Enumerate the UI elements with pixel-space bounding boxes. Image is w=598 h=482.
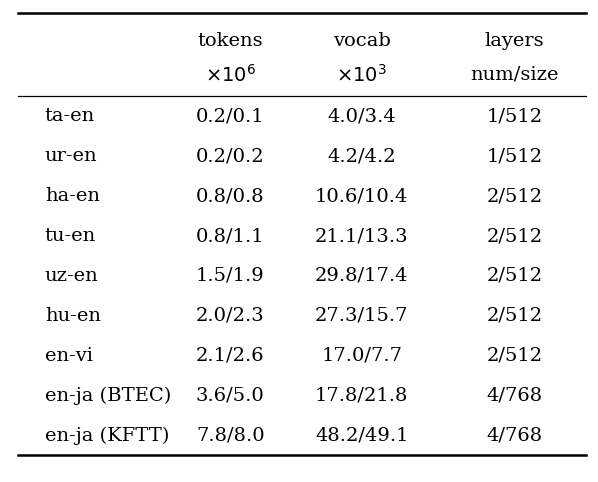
Text: tu-en: tu-en xyxy=(45,227,96,245)
Text: num/size: num/size xyxy=(470,66,559,84)
Text: $\times10^3$: $\times10^3$ xyxy=(336,64,388,86)
Text: uz-en: uz-en xyxy=(45,267,99,285)
Text: 2.0/2.3: 2.0/2.3 xyxy=(196,307,264,325)
Text: 4/768: 4/768 xyxy=(486,387,542,405)
Text: 27.3/15.7: 27.3/15.7 xyxy=(315,307,408,325)
Text: ta-en: ta-en xyxy=(45,107,95,125)
Text: 3.6/5.0: 3.6/5.0 xyxy=(196,387,264,405)
Text: en-ja (KFTT): en-ja (KFTT) xyxy=(45,427,169,445)
Text: 21.1/13.3: 21.1/13.3 xyxy=(315,227,408,245)
Text: layers: layers xyxy=(484,32,544,50)
Text: ha-en: ha-en xyxy=(45,187,100,205)
Text: 7.8/8.0: 7.8/8.0 xyxy=(196,427,264,444)
Text: tokens: tokens xyxy=(197,32,263,50)
Text: 2/512: 2/512 xyxy=(486,187,542,205)
Text: 2/512: 2/512 xyxy=(486,227,542,245)
Text: hu-en: hu-en xyxy=(45,307,101,325)
Text: 29.8/17.4: 29.8/17.4 xyxy=(315,267,408,285)
Text: $\times10^6$: $\times10^6$ xyxy=(205,64,256,86)
Text: 4.2/4.2: 4.2/4.2 xyxy=(328,147,396,165)
Text: 1.5/1.9: 1.5/1.9 xyxy=(196,267,264,285)
Text: ur-en: ur-en xyxy=(45,147,97,165)
Text: 0.8/0.8: 0.8/0.8 xyxy=(196,187,264,205)
Text: 2.1/2.6: 2.1/2.6 xyxy=(196,347,264,365)
Text: 2/512: 2/512 xyxy=(486,307,542,325)
Text: 0.2/0.2: 0.2/0.2 xyxy=(196,147,264,165)
Text: 4.0/3.4: 4.0/3.4 xyxy=(328,107,396,125)
Text: 17.0/7.7: 17.0/7.7 xyxy=(321,347,402,365)
Text: 1/512: 1/512 xyxy=(486,107,542,125)
Text: 10.6/10.4: 10.6/10.4 xyxy=(315,187,408,205)
Text: en-vi: en-vi xyxy=(45,347,93,365)
Text: 2/512: 2/512 xyxy=(486,267,542,285)
Text: 2/512: 2/512 xyxy=(486,347,542,365)
Text: 0.2/0.1: 0.2/0.1 xyxy=(196,107,264,125)
Text: 17.8/21.8: 17.8/21.8 xyxy=(315,387,408,405)
Text: 48.2/49.1: 48.2/49.1 xyxy=(315,427,408,444)
Text: 0.8/1.1: 0.8/1.1 xyxy=(196,227,264,245)
Text: 1/512: 1/512 xyxy=(486,147,542,165)
Text: en-ja (BTEC): en-ja (BTEC) xyxy=(45,387,171,405)
Text: vocab: vocab xyxy=(333,32,390,50)
Text: 4/768: 4/768 xyxy=(486,427,542,444)
